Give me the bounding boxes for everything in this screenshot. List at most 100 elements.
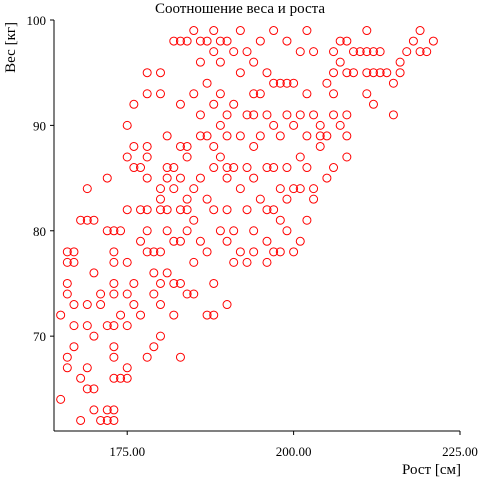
data-point	[62, 363, 72, 373]
data-point	[322, 173, 332, 183]
data-point	[202, 310, 212, 320]
data-point	[382, 68, 392, 78]
data-point	[122, 321, 132, 331]
data-point	[202, 78, 212, 88]
data-point	[262, 110, 272, 120]
data-point	[182, 194, 192, 204]
data-point	[215, 226, 225, 236]
data-point	[209, 310, 219, 320]
data-point	[82, 363, 92, 373]
data-point	[209, 278, 219, 288]
data-point	[302, 131, 312, 141]
data-point	[76, 415, 86, 425]
data-point	[229, 47, 239, 57]
data-point	[155, 205, 165, 215]
data-point	[182, 141, 192, 151]
data-point	[342, 36, 352, 46]
data-point	[209, 47, 219, 57]
data-point	[275, 215, 285, 225]
y-tick-label: 70	[33, 329, 46, 344]
data-point	[175, 36, 185, 46]
data-point	[109, 373, 119, 383]
data-point	[129, 99, 139, 109]
data-point	[175, 278, 185, 288]
data-point	[195, 236, 205, 246]
data-point	[242, 47, 252, 57]
data-point	[322, 78, 332, 88]
data-point	[309, 47, 319, 57]
data-point	[155, 184, 165, 194]
x-axis-label: Рост [см]	[402, 462, 461, 478]
data-point	[109, 289, 119, 299]
data-point	[422, 47, 432, 57]
data-point	[109, 415, 119, 425]
data-point	[155, 331, 165, 341]
data-point	[69, 257, 79, 267]
data-point	[182, 152, 192, 162]
data-point	[96, 300, 106, 310]
data-point	[109, 321, 119, 331]
data-point	[222, 36, 232, 46]
data-point	[202, 194, 212, 204]
data-point	[362, 89, 372, 99]
data-point	[362, 26, 372, 36]
data-point	[56, 394, 66, 404]
data-point	[215, 57, 225, 67]
data-point	[182, 226, 192, 236]
data-point	[169, 278, 179, 288]
data-point	[375, 68, 385, 78]
data-point	[155, 194, 165, 204]
data-point	[269, 120, 279, 130]
data-point	[76, 215, 86, 225]
data-point	[149, 268, 159, 278]
data-point	[242, 110, 252, 120]
data-point	[295, 110, 305, 120]
x-tick-label: 175.00	[109, 444, 145, 459]
data-point	[282, 226, 292, 236]
data-point	[368, 68, 378, 78]
data-point	[142, 352, 152, 362]
data-point	[235, 131, 245, 141]
data-point	[162, 226, 172, 236]
data-point	[109, 352, 119, 362]
data-point	[202, 247, 212, 257]
y-axis-label: Вес [кг]	[3, 22, 19, 73]
data-point	[155, 247, 165, 257]
data-point	[335, 36, 345, 46]
data-point	[322, 131, 332, 141]
data-point	[275, 78, 285, 88]
data-point	[289, 120, 299, 130]
data-point	[329, 163, 339, 173]
data-point	[335, 57, 345, 67]
data-point	[169, 310, 179, 320]
data-point	[215, 89, 225, 99]
data-point	[109, 226, 119, 236]
data-point	[415, 26, 425, 36]
data-point	[215, 120, 225, 130]
data-point	[402, 47, 412, 57]
data-point	[269, 163, 279, 173]
data-point	[262, 205, 272, 215]
data-point	[295, 184, 305, 194]
data-point	[142, 205, 152, 215]
data-point	[142, 68, 152, 78]
data-point	[149, 247, 159, 257]
data-point	[122, 363, 132, 373]
data-point	[122, 152, 132, 162]
data-point	[182, 289, 192, 299]
data-point	[155, 278, 165, 288]
data-point	[189, 26, 199, 36]
data-point	[235, 26, 245, 36]
data-point	[122, 257, 132, 267]
data-point	[368, 47, 378, 57]
data-point	[222, 163, 232, 173]
data-point	[295, 152, 305, 162]
data-point	[122, 205, 132, 215]
data-point	[229, 163, 239, 173]
data-point	[109, 278, 119, 288]
data-point	[215, 152, 225, 162]
data-point	[329, 47, 339, 57]
data-point	[62, 247, 72, 257]
data-point	[209, 163, 219, 173]
